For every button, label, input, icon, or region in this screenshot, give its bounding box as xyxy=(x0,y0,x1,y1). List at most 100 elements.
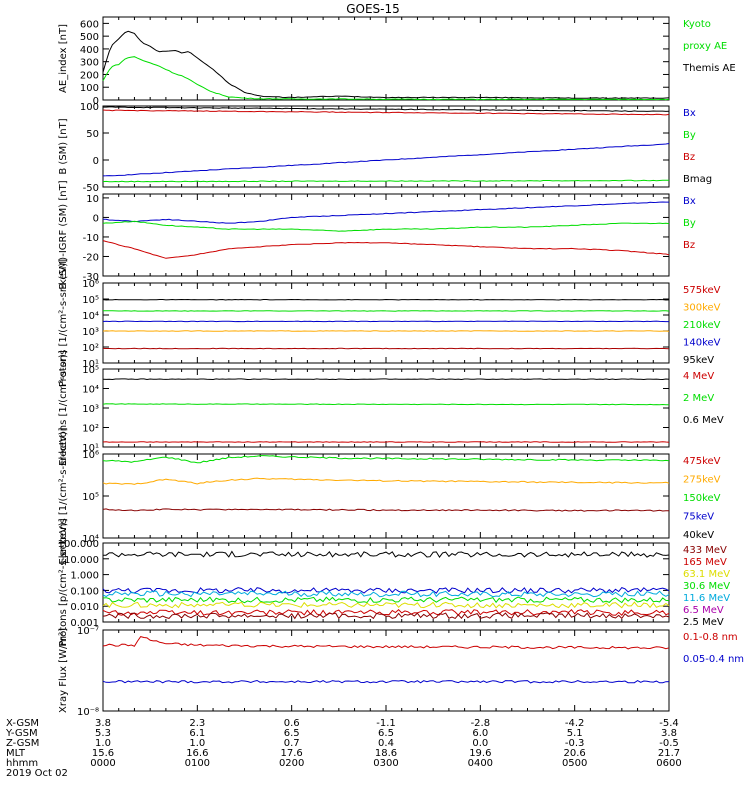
y-tick-label: 100 xyxy=(80,102,99,113)
series-line-150kev xyxy=(102,455,670,464)
footer-value: 21.7 xyxy=(658,748,680,759)
footer-value: 20.6 xyxy=(564,748,586,759)
legend-label: 210keV xyxy=(683,320,721,331)
y-tick-label: 0.100 xyxy=(70,586,99,597)
legend-label: 0.1-0.8 nm xyxy=(683,632,738,643)
y-tick-label: 10⁵ xyxy=(82,295,99,306)
footer-value: 0400 xyxy=(468,758,493,769)
y-tick-label: 10.000 xyxy=(64,555,99,566)
y-tick-label: 50 xyxy=(86,129,99,140)
series-line-bmag xyxy=(103,106,670,112)
y-tick-label: -20 xyxy=(83,252,99,263)
footer-value: -1.1 xyxy=(376,718,396,729)
legend-label: 30.6 MeV xyxy=(683,581,730,592)
y-tick-label: 10² xyxy=(82,424,99,435)
y-tick-label: 10 xyxy=(86,194,99,205)
legend-label: 165 MeV xyxy=(683,557,727,568)
y-tick-label: 10³ xyxy=(82,327,99,338)
panel-7: 0.001 0.010 0.100 1.000 10.000 100.000Protons… xyxy=(58,518,731,646)
series-line-140kev xyxy=(102,320,669,323)
legend-label: Bz xyxy=(683,152,695,163)
legend-label: Themis AE xyxy=(682,63,736,74)
footer-value: -0.5 xyxy=(659,738,679,749)
footer-coordinate-table: X-GSM 3.8 2.3 0.6 -1.1 -2.8 -4.2 -5.4 Y-GSM 5.3 6.… xyxy=(5,718,682,779)
footer-value: 18.6 xyxy=(375,748,397,759)
panel-frame xyxy=(102,453,670,539)
y-tick-label: 10⁵ xyxy=(82,492,99,503)
y-tick-label: -50 xyxy=(83,183,99,194)
y-tick-label: 10⁴ xyxy=(82,311,99,322)
y-axis-label: Electrons [1/(cm²-s-sr-keV)] xyxy=(58,427,69,564)
y-axis-label: AE_index [nT] xyxy=(58,24,69,93)
footer-value: 16.6 xyxy=(186,748,208,759)
y-tick-label: 10³ xyxy=(82,404,99,415)
footer-value: 6.5 xyxy=(378,728,394,739)
series-line-0-6-mev xyxy=(102,378,670,381)
panel-5: 10¹ 10² 10³ 10⁴ 10⁵ Electrons [1/(cm²-s-sr)] 4… xyxy=(58,350,724,466)
panel-4: 10¹ 10² 10³ 10⁴ 10⁵ 10⁶ Protons [1/(cm²-s-sr-k… xyxy=(58,259,721,387)
legend-label: 433 MeV xyxy=(683,545,727,556)
y-tick-label: 10⁶ xyxy=(82,279,99,290)
footer-value: 15.6 xyxy=(92,748,114,759)
footer-value: 5.1 xyxy=(567,728,583,739)
legend-label: 6.5 MeV xyxy=(683,605,724,616)
series-line-275kev xyxy=(102,477,670,485)
panel-frame xyxy=(102,282,670,364)
footer-value: 3.8 xyxy=(661,728,677,739)
y-axis-label: Protons [p/(cm²-s-sr-keV)] xyxy=(58,518,69,646)
panel-frame xyxy=(102,368,670,448)
series-line-95kev xyxy=(102,347,670,350)
footer-value: 0.6 xyxy=(284,718,300,729)
series-line-210kev xyxy=(103,310,670,312)
y-tick-label: 600 xyxy=(80,19,99,30)
panel-frame xyxy=(102,629,670,712)
y-axis-label: B (SM) [nT] xyxy=(58,118,69,174)
legend-label: 2 MeV xyxy=(683,393,714,404)
panel-6: 10⁴ 10⁵ 10⁶ Electrons [1/(cm²-s-sr-keV)] 475… xyxy=(58,427,721,564)
series-line-by xyxy=(102,179,670,183)
y-tick-label: 10⁴ xyxy=(82,534,99,545)
footer-value: 0.0 xyxy=(472,738,488,749)
y-axis-label: Xray Flux [W/m²] xyxy=(58,628,69,713)
footer-row-label: hhmm xyxy=(6,758,38,769)
footer-value: 19.6 xyxy=(469,748,491,759)
footer-value: 5.3 xyxy=(95,728,111,739)
y-tick-label: 10² xyxy=(82,343,99,354)
panel-8: 10⁻⁸ 10⁻⁷ Xray Flux [W/m²] 0.1-0.8 nm 0.05-0… xyxy=(58,626,744,718)
legend-label: By xyxy=(683,218,696,229)
panel-frame xyxy=(102,193,670,277)
series-line-themis-ae xyxy=(102,30,670,99)
y-tick-label: -30 xyxy=(83,272,99,283)
series-line-2-mev xyxy=(102,403,670,406)
legend-label: 275keV xyxy=(683,475,721,486)
footer-value: -0.3 xyxy=(565,738,585,749)
series-line-bz xyxy=(102,109,670,116)
y-tick-label: 10¹ xyxy=(82,359,99,370)
y-tick-label: 10⁻⁸ xyxy=(77,707,99,718)
legend-label: 40keV xyxy=(683,530,714,541)
footer-value: -5.4 xyxy=(659,718,679,729)
y-axis-label: B (SM)-IGRF (SM) [nT] xyxy=(58,180,69,289)
panel-frame xyxy=(102,105,670,188)
y-tick-label: 0 xyxy=(93,96,99,107)
footer-value: 1.0 xyxy=(95,738,111,749)
legend-label: 0.05-0.4 nm xyxy=(683,654,744,665)
legend-label: Kyoto xyxy=(683,19,711,30)
footer-value: 0000 xyxy=(90,758,115,769)
panel-frame xyxy=(102,16,670,101)
series-line-63-1-mev xyxy=(102,601,670,609)
series-line-kyoto-proxy-ae xyxy=(102,56,670,101)
legend-label: 63.1 MeV xyxy=(683,569,730,580)
footer-value: 6.1 xyxy=(189,728,205,739)
series-line-433-mev xyxy=(102,612,670,620)
legend-label: 4 MeV xyxy=(683,371,714,382)
footer-value: 6.0 xyxy=(472,728,488,739)
y-tick-label: 10⁶ xyxy=(82,450,99,461)
footer-value: 0100 xyxy=(185,758,210,769)
footer-value: -2.8 xyxy=(471,718,491,729)
y-tick-label: 10⁻⁷ xyxy=(77,626,99,637)
legend-label: Bmag xyxy=(683,174,712,185)
